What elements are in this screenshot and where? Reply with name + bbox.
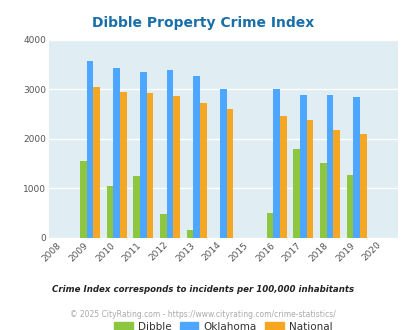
Bar [326,95,333,238]
Bar [186,230,193,238]
Bar [200,103,206,238]
Bar [146,93,153,238]
Text: Dibble Property Crime Index: Dibble Property Crime Index [92,16,313,30]
Bar [292,149,299,238]
Text: Crime Index corresponds to incidents per 100,000 inhabitants: Crime Index corresponds to incidents per… [52,285,353,294]
Bar [107,185,113,238]
Bar [352,96,359,238]
Bar [273,89,279,238]
Bar [220,89,226,238]
Bar [93,87,100,238]
Bar [359,134,366,238]
Bar [113,68,120,238]
Bar [120,92,126,238]
Bar [140,72,146,238]
Bar [80,161,87,238]
Legend: Dibble, Oklahoma, National: Dibble, Oklahoma, National [109,318,336,330]
Bar [160,214,166,238]
Bar [266,213,273,238]
Bar [173,96,179,238]
Bar [306,120,313,238]
Bar [226,109,233,238]
Bar [193,76,200,238]
Text: © 2025 CityRating.com - https://www.cityrating.com/crime-statistics/: © 2025 CityRating.com - https://www.city… [70,310,335,319]
Bar [166,70,173,238]
Bar [279,116,286,238]
Bar [333,130,339,238]
Bar [346,175,352,238]
Bar [299,95,306,238]
Bar [87,61,93,238]
Bar [319,163,326,238]
Bar [133,176,140,238]
